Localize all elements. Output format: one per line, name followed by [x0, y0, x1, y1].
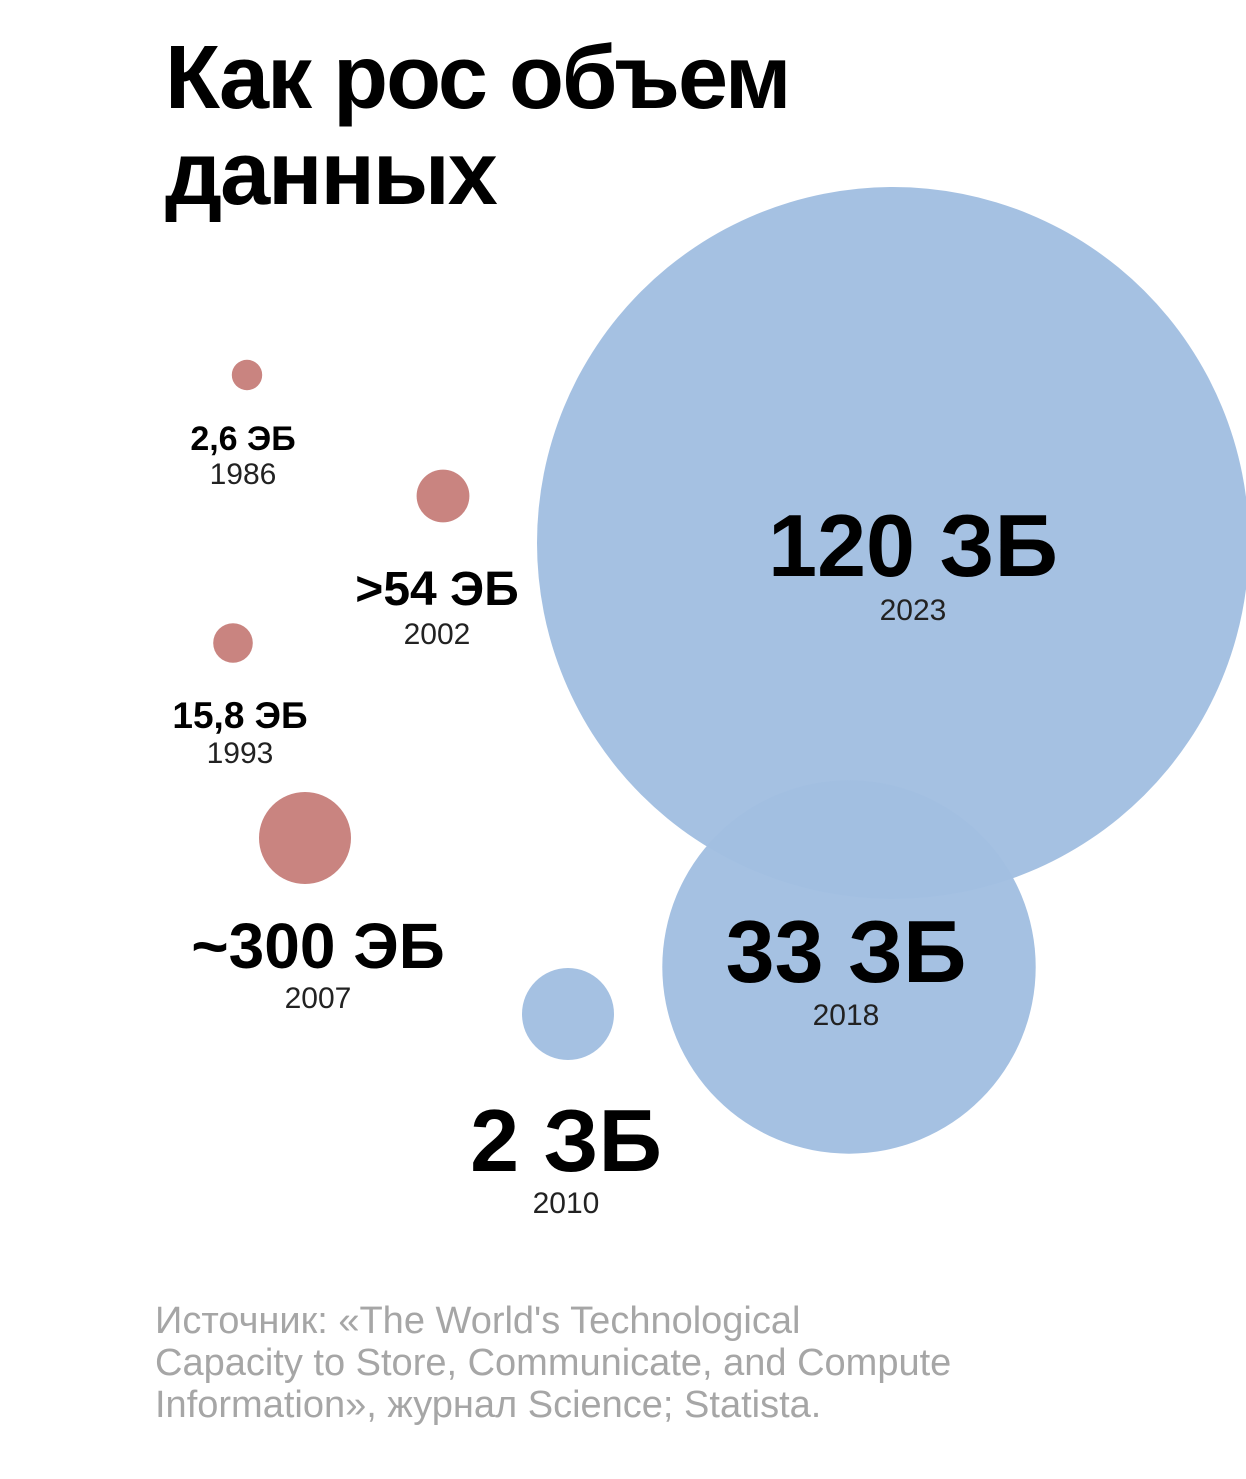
- value-label-1993: 15,8 ЭБ: [172, 695, 308, 736]
- year-label-2007: 2007: [284, 982, 352, 1015]
- value-label-1986: 2,6 ЭБ: [190, 420, 296, 458]
- chart-title: Как рос объем данных: [165, 28, 791, 224]
- label-1993: 15,8 ЭБ 1993: [172, 695, 307, 771]
- chart-title-line-2: данных: [165, 124, 498, 224]
- label-2018: 33 ЗБ 2018: [726, 905, 967, 1033]
- value-label-2002: >54 ЭБ: [355, 563, 519, 616]
- value-label-2010: 2 ЗБ: [470, 1091, 662, 1190]
- year-label-2023: 2023: [879, 594, 947, 627]
- bubble-2023: [537, 187, 1246, 899]
- bubble-1986: [231, 359, 263, 391]
- chart-title-line-1: Как рос объем: [165, 28, 791, 128]
- bubble-2010: [522, 968, 614, 1060]
- bubble-1993: [213, 623, 253, 663]
- value-label-2023: 120 ЗБ: [768, 496, 1058, 595]
- value-label-2018: 33 ЗБ: [725, 902, 967, 1001]
- bubble-2018: [662, 780, 1036, 1154]
- year-label-1986: 1986: [209, 458, 277, 491]
- value-label-2007: ~300 ЭБ: [191, 910, 445, 982]
- year-label-2018: 2018: [812, 999, 880, 1032]
- bubble-2007: [259, 792, 351, 884]
- label-2023: 120 ЗБ 2023: [768, 498, 1058, 628]
- bubble-2002: [416, 469, 470, 523]
- year-label-2002: 2002: [403, 618, 471, 651]
- label-2010: 2 ЗБ 2010: [470, 1095, 662, 1221]
- label-2002: >54 ЭБ 2002: [355, 562, 518, 652]
- label-1986: 2,6 ЭБ 1986: [190, 420, 295, 492]
- year-label-2010: 2010: [532, 1187, 600, 1220]
- source-note: Источник: «The World's Technological Cap…: [155, 1300, 952, 1426]
- year-label-1993: 1993: [206, 737, 274, 770]
- label-2007: ~300 ЭБ 2007: [191, 910, 444, 1016]
